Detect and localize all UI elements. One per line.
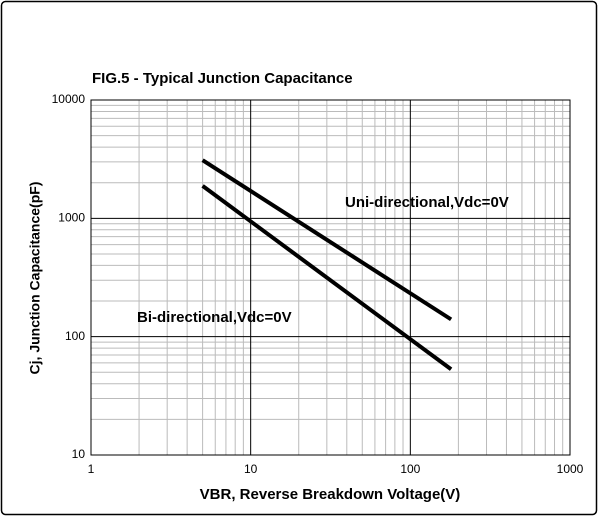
line	[201, 184, 453, 371]
x-axis-label: VBR, Reverse Breakdown Voltage(V)	[200, 486, 461, 503]
x-tick-label: 100	[400, 462, 420, 476]
x-tick-label: 1	[88, 462, 95, 476]
y-tick-label: 10	[72, 447, 86, 461]
x-tick-label: 10	[244, 462, 258, 476]
line	[201, 158, 453, 322]
y-tick-label: 100	[65, 329, 85, 343]
y-tick-label: 1000	[58, 211, 85, 225]
x-tick-label: 1000	[557, 462, 584, 476]
plot-border	[90, 99, 571, 456]
y-axis-label: Cj, Junction Capacitance(pF)	[27, 182, 43, 375]
series-label: Bi-directional,Vdc=0V	[137, 309, 292, 326]
series-label: Uni-directional,Vdc=0V	[345, 194, 509, 211]
y-tick-label: 10000	[52, 92, 86, 106]
chart-title: FIG.5 - Typical Junction Capacitance	[92, 70, 353, 87]
